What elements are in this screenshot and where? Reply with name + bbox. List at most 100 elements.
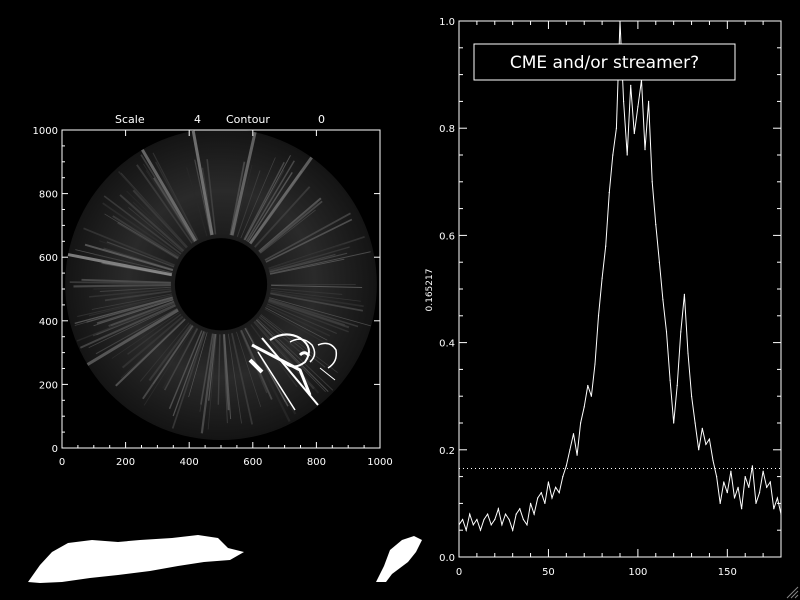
occulter-disk [174,238,268,331]
resize-grip-icon[interactable] [784,584,800,600]
streamer-ray [162,327,198,389]
image-y-tick-label: 400 [39,317,58,328]
streamer-ray [208,334,217,401]
series-point [680,331,682,333]
series-point [690,395,693,397]
streamer-ray [223,334,230,411]
streamer-ray [267,301,349,333]
streamer-ray [254,186,311,248]
streamer-ray [260,314,338,373]
corona-streamers [67,130,371,434]
streamer-ray [115,318,186,387]
image-x-tick-label: 800 [307,457,326,468]
series-point [605,245,607,247]
series-point [529,502,532,504]
image-axis-ticks [61,129,381,449]
streamer-ray [163,328,199,391]
series-point [608,191,610,194]
image-x-tick-label: 400 [180,457,199,468]
series-point [580,422,582,424]
series-point [705,443,707,446]
series-point [676,384,678,387]
bright-streamer [141,148,197,242]
streamer-ray [99,286,172,293]
chart-y-tick-label: 0.6 [439,231,455,242]
series-point [648,100,650,102]
contour-label: Contour [226,113,270,126]
streamer-ray [233,164,253,236]
bright-streamer [67,253,173,277]
series-point [769,481,771,483]
series-point [490,524,492,526]
streamer-ray [89,288,172,298]
series-point [558,492,560,494]
streamer-ray [104,290,172,302]
streamer-ray [154,186,194,244]
streamer-ray [268,246,350,271]
streamer-ray [93,285,171,290]
image-y-tick-label: 0 [52,444,58,455]
streamer-ray [136,164,193,244]
streamer-ray [244,169,285,241]
streamer-ray [119,194,185,252]
streamer-ray [140,154,196,243]
streamer-ray [104,213,179,259]
chart-y-tick-label: 0.4 [439,339,455,350]
chart-y-tick-labels: 0.0 0.2 0.4 0.6 0.8 1.0 [439,17,455,564]
series-point [712,459,714,462]
streamer-ray [257,318,334,391]
streamer-ray [143,326,195,406]
series-point [504,513,507,515]
series-point [622,100,625,102]
streamer-ray [77,294,173,317]
streamer-ray [270,258,345,275]
y-axis-label: 0.165217 [425,269,435,312]
streamer-ray [172,331,205,417]
series-point [683,293,686,295]
streamer-ray [112,215,180,259]
streamer-ray [265,307,328,341]
series-point [461,518,464,521]
streamer-ray [194,159,212,236]
series-point [508,518,510,521]
series-point [479,529,482,531]
streamer-ray [73,283,171,288]
streamer-ray [244,155,291,241]
streamer-ray [258,202,318,253]
streamer-ray [231,332,254,425]
image-x-tick-label: 200 [116,457,135,468]
streamer-ray [152,152,199,240]
streamer-ray [268,298,346,327]
series-point [533,513,535,515]
streamer-ray [222,334,228,424]
streamer-ray [236,170,261,237]
series-point [716,476,718,478]
series-point [726,492,728,494]
series-point [744,476,746,478]
streamer-ray [94,253,173,274]
image-x-tick-label: 0 [59,457,65,468]
series-point [737,486,739,488]
series-point [472,524,474,526]
series-point [655,224,657,226]
series-point [483,518,485,521]
streamer-ray [270,291,364,308]
streamer-ray [268,243,345,270]
streamer-ray [268,298,359,328]
chart-y-tick-label: 0.0 [439,553,455,564]
streamer-ray [74,296,173,324]
series-point [494,518,496,521]
image-y-tick-label: 800 [39,190,58,201]
series-point [615,127,618,129]
series-point [487,513,489,515]
series-point [748,486,750,488]
streamer-ray [243,161,285,241]
streamer-ray [88,305,176,348]
series-point [673,422,675,424]
annotation-text: CME and/or streamer? [510,53,699,73]
streamer-ray [256,319,329,392]
contour-value: 0 [318,113,325,126]
series-point [776,497,779,499]
coronagraph-image [62,130,380,448]
streamer-ray [143,163,195,243]
